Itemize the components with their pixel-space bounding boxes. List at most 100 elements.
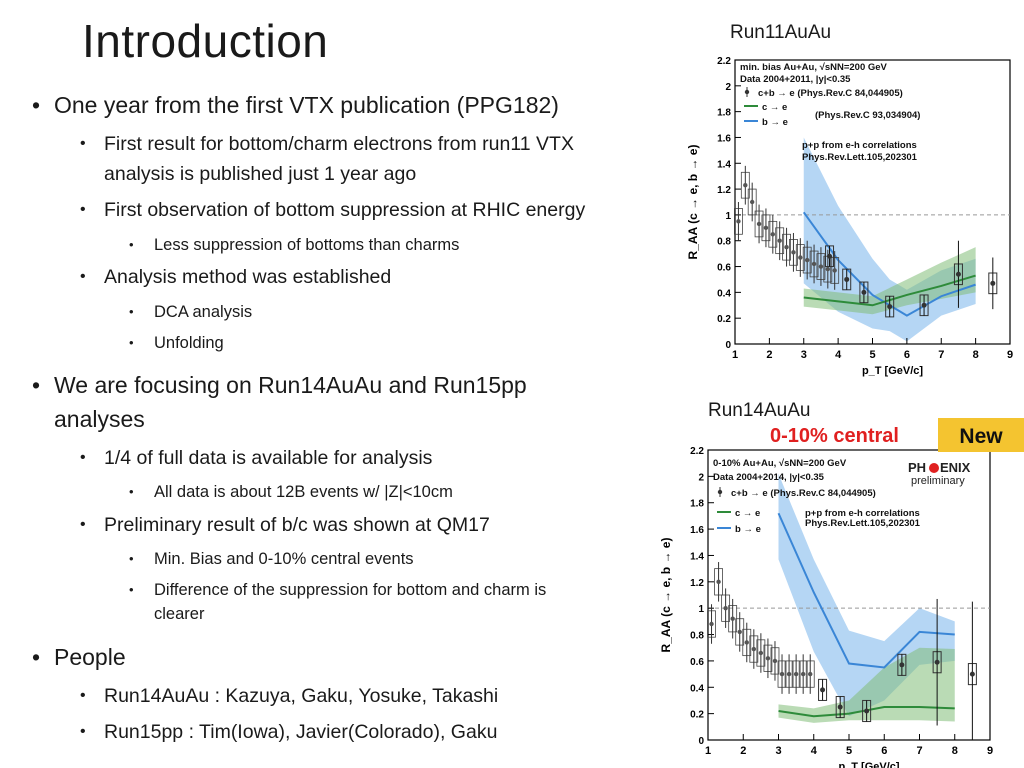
bullet-level2: • 1/4 of full data is available for analy…: [80, 447, 433, 469]
data-point: [744, 640, 749, 645]
y-tick-label: 2: [698, 472, 704, 483]
x-tick-label: 3: [775, 745, 781, 757]
data-point: [751, 646, 757, 652]
legend-text: c+b → e (Phys.Rev.C 84,044905): [758, 88, 903, 99]
bullet-level1: • One year from the first VTX publication…: [32, 92, 559, 118]
bullet-level2: • First result for bottom/charm electrons…: [80, 133, 574, 155]
bullet-level3: • All data is about 12B events w/ |Z|<10c…: [129, 483, 453, 501]
data-point: [804, 257, 810, 263]
legend-text: b → e: [735, 524, 761, 535]
legend-text: c → e: [735, 508, 760, 519]
x-tick-label: 6: [881, 745, 887, 757]
bullet-level1: • People: [32, 644, 126, 670]
bullet-level3-cont: clearer: [154, 605, 205, 623]
y-tick-label: 0.8: [690, 631, 704, 642]
x-axis-label: p_T [GeV/c]: [862, 365, 923, 377]
data-point: [791, 250, 796, 255]
data-point: [844, 276, 850, 282]
y-tick-label: 1.6: [717, 133, 731, 144]
legend-text: p+p from e-h correlations: [802, 140, 917, 151]
bullet-level3: • Unfolding: [129, 334, 224, 352]
y-axis-label: R_AA (c → e, b → e): [686, 145, 700, 260]
y-tick-label: 1.6: [690, 525, 704, 536]
legend-text: c → e: [762, 102, 787, 113]
sys-box: [842, 268, 852, 291]
x-tick-label: 2: [740, 745, 746, 757]
data-point: [827, 253, 833, 259]
y-tick-label: 1.4: [717, 159, 731, 170]
data-point: [832, 268, 837, 273]
y-tick-label: 1.8: [690, 499, 704, 510]
x-tick-label: 1: [732, 349, 738, 361]
data-point: [709, 621, 714, 627]
bullet-level2: • Analysis method was established: [80, 266, 392, 288]
y-tick-label: 0.4: [690, 683, 704, 694]
y-tick-label: 1: [698, 604, 704, 615]
x-tick-label: 3: [801, 349, 807, 361]
legend-swatch: [744, 89, 750, 95]
bullet-level1: • We are focusing on Run14AuAu and Run15p…: [32, 372, 527, 398]
data-point: [837, 704, 843, 710]
data-point: [811, 261, 817, 267]
bullet-level3: • Difference of the suppression for botto…: [129, 581, 547, 599]
data-point: [934, 659, 940, 665]
legend-text: Phys.Rev.Lett.105,202301: [802, 152, 918, 163]
x-tick-label: 9: [987, 745, 993, 757]
x-tick-label: 1: [705, 745, 711, 757]
y-tick-label: 0.2: [690, 710, 704, 721]
legend-text: min. bias Au+Au, √sNN=200 GeV: [740, 62, 888, 73]
y-tick-label: 1.4: [690, 551, 704, 562]
data-point: [730, 616, 735, 621]
x-tick-label: 4: [835, 349, 842, 361]
data-point: [793, 671, 799, 677]
data-point: [808, 671, 813, 677]
legend-text: 0-10% Au+Au, √sNN=200 GeV: [713, 458, 847, 469]
data-point: [723, 605, 728, 611]
data-point: [763, 225, 769, 231]
data-point: [887, 304, 893, 310]
band-c-to-e: [803, 247, 976, 315]
x-tick-label: 7: [938, 349, 944, 361]
x-tick-label: 7: [916, 745, 922, 757]
legend-text: Data 2004+2014, |y|<0.35: [713, 472, 825, 483]
data-point: [786, 671, 792, 677]
legend-text: Data 2004+2011, |y|<0.35: [740, 74, 851, 85]
page-title: Introduction: [82, 15, 329, 67]
data-point: [779, 671, 785, 677]
y-tick-label: 0.6: [690, 657, 704, 668]
y-tick-label: 2.2: [717, 56, 731, 67]
y-tick-label: 1: [725, 211, 731, 222]
y-tick-label: 0.2: [717, 314, 731, 325]
legend-text: (Phys.Rev.C 93,034904): [815, 110, 920, 121]
data-point: [800, 671, 806, 677]
bullet-level3: • Less suppression of bottoms than charms: [129, 236, 460, 254]
x-tick-label: 5: [869, 349, 875, 361]
legend-text: c+b → e (Phys.Rev.C 84,044905): [731, 488, 876, 499]
bullet-level2: • Preliminary result of b/c was shown at …: [80, 514, 490, 536]
x-tick-label: 9: [1007, 349, 1013, 361]
new-badge: New: [959, 425, 1003, 448]
x-tick-label: 8: [973, 349, 979, 361]
logo-dot: [929, 463, 939, 473]
data-point: [990, 280, 996, 286]
bullet-level3: • DCA analysis: [129, 303, 253, 321]
y-tick-label: 1.8: [717, 108, 731, 119]
data-point: [784, 244, 789, 250]
legend-text: p+p from e-h correlations: [805, 508, 920, 519]
bullet-level2: • Run15pp : Tim(Iowa), Javier(Colorado), …: [80, 721, 498, 743]
data-point: [921, 302, 927, 308]
band-c-to-e: [778, 647, 955, 723]
y-tick-label: 0: [698, 736, 704, 747]
plot-run11: 0 0.2 0.4 0.6 0.8 1 1.2 1.4 1.6 1.8 2 2.2 1 2 3 4 5 6 7 8 9 p…: [686, 56, 1013, 377]
y-tick-label: 1.2: [690, 578, 704, 589]
x-tick-label: 6: [904, 349, 910, 361]
data-point: [861, 289, 867, 295]
plot-run14: 0 0.2 0.4 0.6 0.8 1 1.2 1.4 1.6 1.8 2 2.2 1 2 3 4 5 6 7 8 9 p…: [659, 418, 1024, 768]
data-point: [825, 266, 831, 272]
data-point: [736, 219, 741, 224]
data-point: [716, 579, 721, 585]
bullet-level2: • Run14AuAu : Kazuya, Gaku, Yosuke, Takas…: [80, 685, 499, 707]
bullet-level2: • First observation of bottom suppression…: [80, 199, 586, 221]
data-point: [899, 662, 905, 668]
bullet-level3: • Min. Bias and 0-10% central events: [129, 550, 414, 568]
